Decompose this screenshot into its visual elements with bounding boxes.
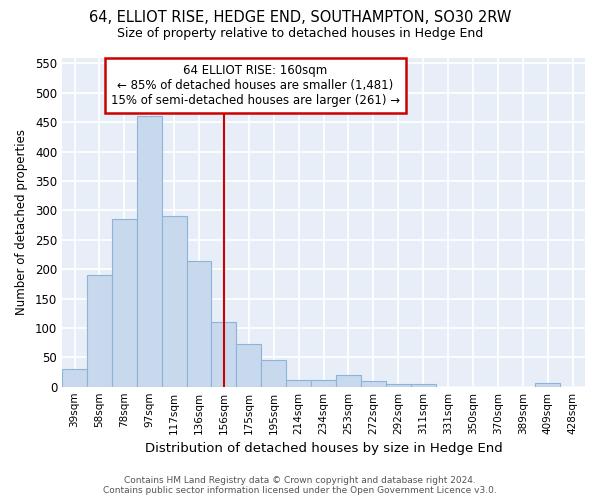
Bar bbox=[211, 322, 236, 386]
Bar bbox=[187, 262, 211, 386]
Bar bbox=[161, 216, 187, 386]
Bar bbox=[137, 116, 161, 386]
Text: Size of property relative to detached houses in Hedge End: Size of property relative to detached ho… bbox=[117, 28, 483, 40]
Bar bbox=[236, 344, 261, 387]
Bar bbox=[410, 384, 436, 386]
Bar bbox=[311, 380, 336, 386]
X-axis label: Distribution of detached houses by size in Hedge End: Distribution of detached houses by size … bbox=[145, 442, 502, 455]
Bar bbox=[336, 375, 361, 386]
Text: 64 ELLIOT RISE: 160sqm
← 85% of detached houses are smaller (1,481)
15% of semi-: 64 ELLIOT RISE: 160sqm ← 85% of detached… bbox=[111, 64, 400, 107]
Bar bbox=[386, 384, 410, 386]
Bar bbox=[535, 382, 560, 386]
Text: Contains HM Land Registry data © Crown copyright and database right 2024.
Contai: Contains HM Land Registry data © Crown c… bbox=[103, 476, 497, 495]
Bar bbox=[286, 380, 311, 386]
Bar bbox=[62, 369, 87, 386]
Bar bbox=[87, 275, 112, 386]
Bar bbox=[361, 382, 386, 386]
Bar bbox=[112, 219, 137, 386]
Text: 64, ELLIOT RISE, HEDGE END, SOUTHAMPTON, SO30 2RW: 64, ELLIOT RISE, HEDGE END, SOUTHAMPTON,… bbox=[89, 10, 511, 25]
Y-axis label: Number of detached properties: Number of detached properties bbox=[15, 129, 28, 315]
Bar bbox=[261, 360, 286, 386]
